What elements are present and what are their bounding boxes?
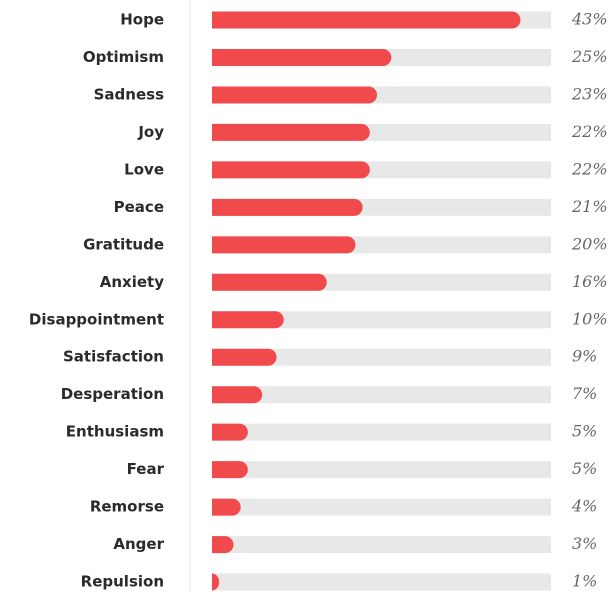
category-label: Enthusiasm	[66, 423, 164, 441]
bar	[212, 536, 234, 554]
value-label: 22%	[571, 122, 608, 141]
bar-track	[212, 311, 551, 329]
value-label: 4%	[571, 497, 597, 516]
category-label: Optimism	[83, 48, 164, 66]
value-label: 22%	[571, 159, 608, 178]
category-label: Peace	[114, 198, 164, 216]
bar-track	[212, 536, 551, 554]
category-label: Fear	[127, 460, 165, 478]
bar	[212, 573, 220, 591]
value-label: 20%	[571, 234, 608, 253]
bar-track	[212, 348, 551, 366]
value-label: 5%	[572, 422, 597, 441]
bar	[212, 236, 356, 254]
bar	[212, 311, 284, 329]
bar	[212, 123, 370, 141]
bar	[212, 48, 392, 66]
bar	[212, 161, 370, 179]
category-label: Gratitude	[83, 235, 164, 253]
category-label: Sadness	[94, 85, 164, 103]
bar	[212, 423, 248, 441]
bar-track	[212, 498, 551, 516]
bar-track	[212, 573, 551, 591]
value-label: 10%	[572, 309, 608, 328]
bar	[212, 461, 248, 479]
bar	[212, 273, 327, 291]
category-label: Anger	[113, 535, 164, 553]
category-label: Repulsion	[81, 573, 164, 591]
bar	[212, 198, 363, 216]
bar-track	[212, 423, 551, 441]
value-label: 3%	[572, 534, 597, 553]
category-label: Joy	[137, 123, 164, 141]
category-label: Hope	[120, 11, 164, 29]
bar	[212, 386, 263, 404]
bar	[212, 11, 521, 29]
category-label: Love	[124, 160, 164, 178]
bar-track	[212, 461, 551, 479]
value-label: 21%	[571, 197, 608, 216]
value-label: 1%	[572, 572, 597, 591]
value-label: 5%	[572, 459, 597, 478]
value-label: 23%	[571, 84, 608, 103]
bar	[212, 86, 378, 104]
value-label: 25%	[571, 47, 608, 66]
category-label: Anxiety	[100, 273, 164, 291]
value-label: 7%	[572, 384, 597, 403]
value-label: 9%	[572, 347, 597, 366]
category-label: Satisfaction	[63, 348, 164, 366]
category-label: Disappointment	[29, 310, 164, 328]
category-label: Desperation	[61, 385, 164, 403]
bar	[212, 498, 241, 516]
value-label: 16%	[572, 272, 608, 291]
bar-track	[212, 386, 551, 404]
bar	[212, 348, 277, 366]
category-label: Remorse	[90, 498, 164, 516]
value-label: 43%	[571, 10, 608, 29]
